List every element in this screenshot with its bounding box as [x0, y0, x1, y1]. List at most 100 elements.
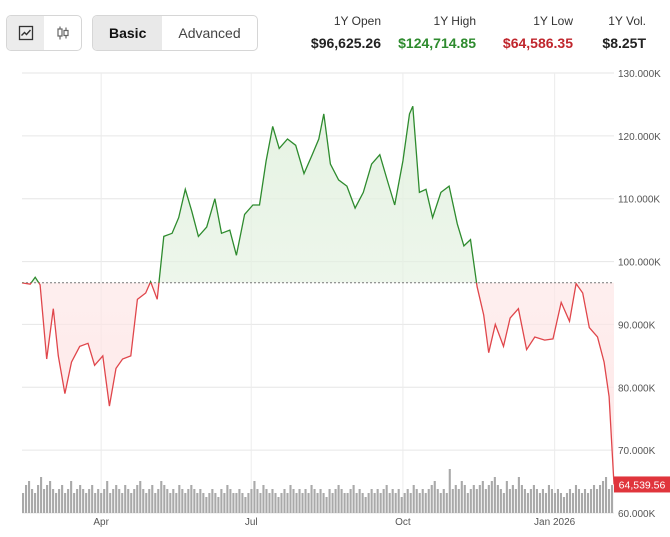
stat-1y-low: 1Y Low $64,586.35 — [503, 14, 573, 51]
volume-bar — [184, 493, 187, 513]
volume-bar — [589, 489, 593, 513]
volume-bar — [322, 493, 325, 513]
volume-bar — [208, 493, 211, 513]
volume-bar — [484, 489, 487, 513]
y-tick-label: 70.000K — [618, 446, 656, 457]
volume-bar — [610, 485, 614, 513]
volume-bar — [328, 489, 331, 513]
volume-bar — [37, 485, 40, 513]
volume-bar — [457, 489, 460, 513]
volume-bar — [592, 485, 596, 513]
volume-bar — [565, 493, 569, 513]
volume-bar — [70, 481, 73, 513]
volume-bar — [46, 485, 49, 513]
volume-bar — [403, 493, 406, 513]
volume-bar — [82, 489, 85, 513]
volume-bar — [580, 493, 584, 513]
volume-bar — [532, 485, 535, 513]
volume-bar — [481, 481, 484, 513]
volume-bar — [262, 485, 265, 513]
volume-bar — [409, 493, 412, 513]
volume-bar — [424, 493, 427, 513]
volume-bar — [550, 489, 553, 513]
volume-bar — [310, 485, 313, 513]
volume-bar — [79, 485, 82, 513]
tab-basic[interactable]: Basic — [93, 16, 163, 50]
y-tick-label: 130.000K — [618, 69, 661, 80]
volume-bar — [277, 497, 280, 513]
volume-bar — [583, 489, 587, 513]
volume-bar — [433, 481, 436, 513]
volume-bar — [31, 489, 34, 513]
volume-bar — [541, 489, 544, 513]
volume-bar — [388, 493, 391, 513]
volume-bar — [85, 493, 88, 513]
volume-bar — [553, 493, 557, 513]
volume-bar — [496, 485, 499, 513]
volume-bar — [181, 489, 184, 513]
volume-bar — [103, 489, 106, 513]
volume-bar — [574, 485, 578, 513]
volume-bar — [286, 493, 289, 513]
volume-bar — [229, 489, 232, 513]
volume-bar — [112, 489, 115, 513]
volume-bar — [118, 489, 121, 513]
volume-bar — [376, 489, 379, 513]
volume-bar — [217, 497, 220, 513]
stat-value: $64,586.35 — [502, 35, 573, 51]
volume-bar — [577, 489, 581, 513]
volume-bar — [415, 489, 418, 513]
volume-bar — [130, 493, 133, 513]
volume-bar — [91, 485, 94, 513]
current-price-badge — [614, 476, 670, 493]
volume-bar — [385, 485, 388, 513]
y-axis: 60.000K 70.000K 80.000K 90.000K 100.000K 110.… — [618, 69, 661, 520]
volume-bar — [487, 485, 490, 513]
volume-bar — [94, 493, 97, 513]
volume-bar — [250, 489, 253, 513]
volume-bar — [232, 493, 235, 513]
volume-bar — [469, 489, 472, 513]
chart-toolbar: Basic Advanced — [6, 15, 258, 51]
volume-bar — [337, 485, 340, 513]
volume-bar — [352, 485, 355, 513]
volume-bar — [280, 493, 283, 513]
volume-bar — [406, 489, 409, 513]
stat-label: 1Y High — [433, 14, 476, 28]
candlestick-icon[interactable] — [44, 16, 81, 50]
volume-bar — [535, 489, 538, 513]
volume-bar — [343, 493, 346, 513]
volume-bar — [202, 493, 205, 513]
volume-bar — [178, 485, 181, 513]
volume-bar — [316, 493, 319, 513]
volume-bar — [154, 493, 157, 513]
volume-bar — [571, 493, 575, 513]
volume-bar — [274, 493, 277, 513]
volume-bar — [568, 489, 572, 513]
volume-bar — [172, 489, 175, 513]
volume-bar — [34, 493, 37, 513]
stat-1y-high: 1Y High $124,714.85 — [398, 14, 476, 51]
volume-bar — [508, 489, 511, 513]
volume-bar — [478, 485, 481, 513]
volume-bar — [247, 493, 250, 513]
volume-bar — [295, 493, 298, 513]
stat-value: $96,625.26 — [310, 35, 381, 51]
volume-bar — [196, 493, 199, 513]
chart-type-toggle — [6, 15, 82, 51]
volume-bar — [214, 493, 217, 513]
volume-bar — [211, 489, 214, 513]
volume-bar — [607, 489, 611, 513]
price-areas — [21, 105, 615, 485]
volume-bar — [124, 485, 127, 513]
current-price-badge-group: 64,539.56 — [614, 476, 670, 493]
volume-bar — [442, 489, 445, 513]
x-tick-label: Jul — [245, 517, 258, 528]
line-chart-icon[interactable] — [7, 16, 44, 50]
price-line-down — [21, 282, 615, 485]
volume-bar — [586, 493, 590, 513]
volume-bar — [547, 485, 550, 513]
volume-bar — [349, 489, 352, 513]
tab-advanced[interactable]: Advanced — [178, 25, 241, 41]
